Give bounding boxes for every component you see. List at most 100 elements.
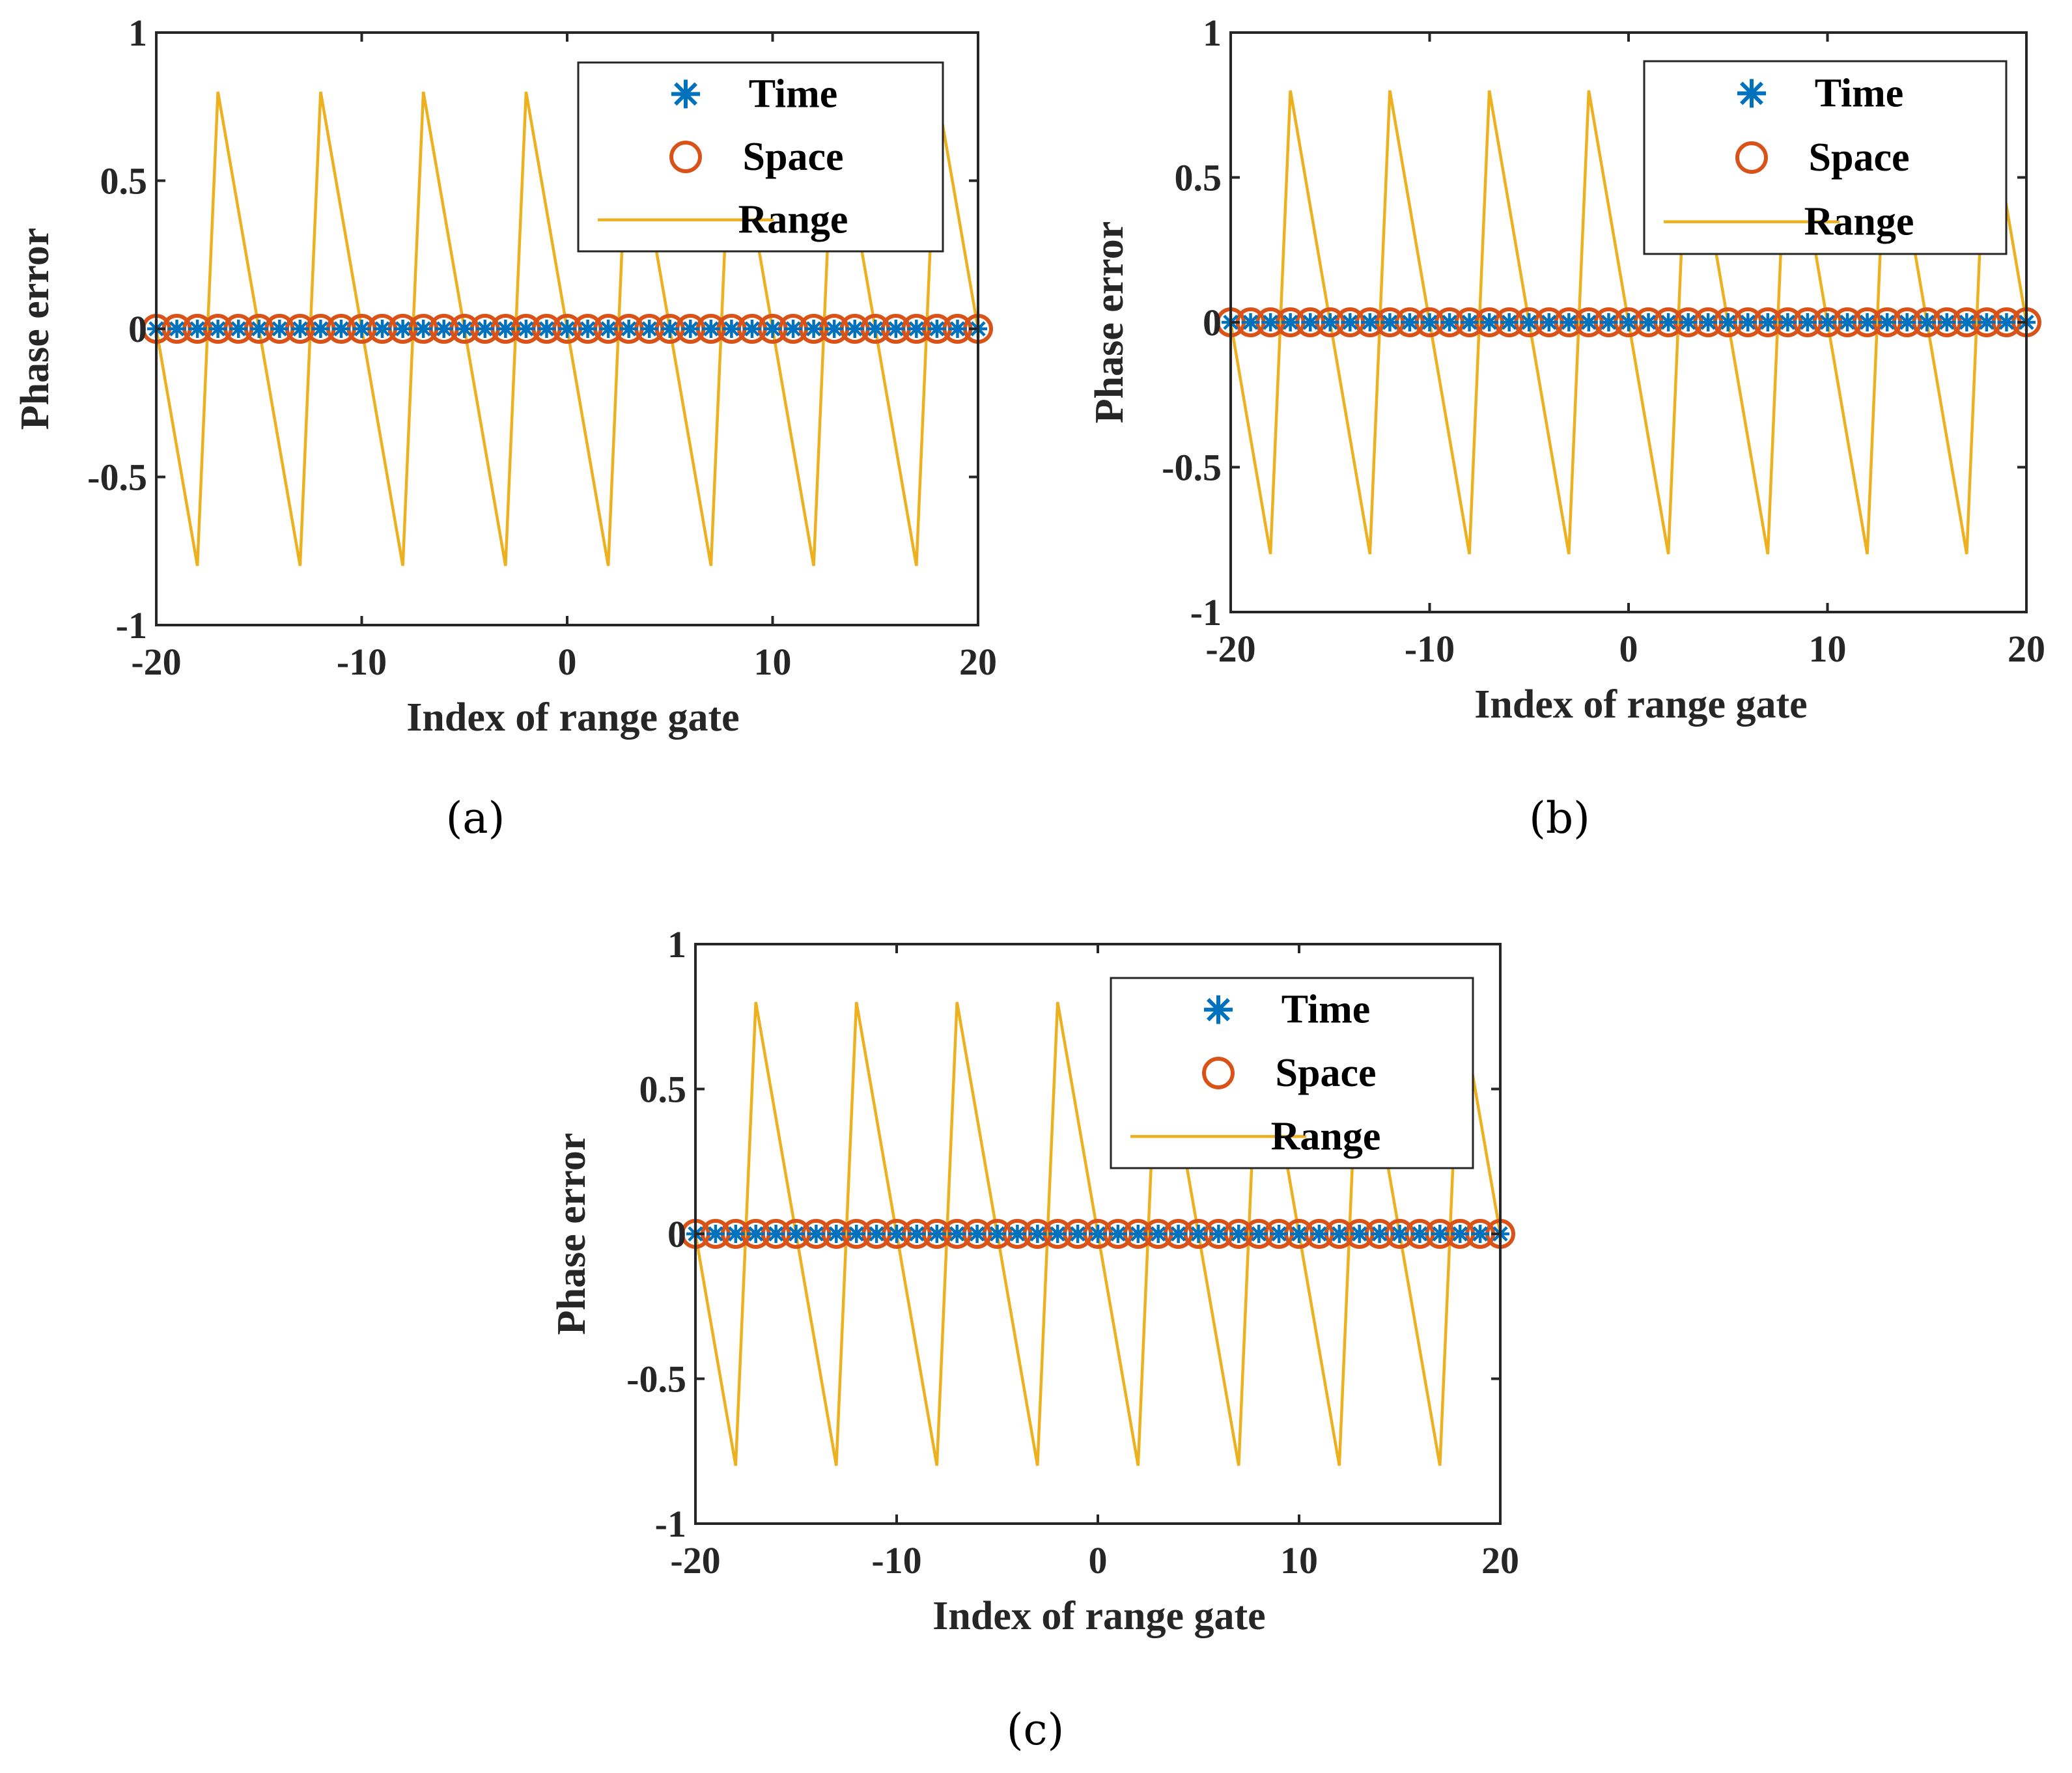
chart-a: -20 -10 0 10 20 -1 -0.5 0 0.5 1 Index of range gat… xyxy=(13,12,997,740)
time-point xyxy=(1639,313,1658,331)
time-point xyxy=(827,1225,846,1243)
y-tick-label: 0 xyxy=(128,308,147,350)
time-point xyxy=(907,320,926,338)
time-point xyxy=(599,320,618,338)
time-point xyxy=(706,1225,725,1243)
time-point xyxy=(825,320,844,338)
time-point xyxy=(1028,1225,1047,1243)
time-point xyxy=(558,320,576,338)
time-point xyxy=(270,320,289,338)
y-tick-label: -0.5 xyxy=(87,456,147,499)
time-point xyxy=(845,320,864,338)
time-point xyxy=(1261,313,1280,331)
time-point xyxy=(1798,313,1817,331)
time-point xyxy=(787,1225,805,1243)
time-point xyxy=(1390,1225,1409,1243)
x-tick-label: -10 xyxy=(337,641,387,683)
time-point xyxy=(804,320,823,338)
time-point xyxy=(1250,1225,1268,1243)
time-point xyxy=(1420,313,1439,331)
x-tick-label: -20 xyxy=(1205,628,1255,670)
time-point xyxy=(1321,313,1339,331)
time-point xyxy=(1370,1225,1389,1243)
time-point xyxy=(907,1225,926,1243)
legend-space-icon xyxy=(1202,1057,1235,1089)
time-point xyxy=(1169,1225,1188,1243)
legend: Time Space Range xyxy=(1643,60,2008,255)
time-point xyxy=(867,1225,886,1243)
y-axis-label: Phase error xyxy=(550,1133,594,1335)
time-point xyxy=(188,320,207,338)
x-tick-label: 10 xyxy=(754,641,792,683)
chart-b: -20 -10 0 10 20 -1 -0.5 0 0.5 1 Index of range gat… xyxy=(1087,12,2045,727)
time-point xyxy=(352,320,371,338)
time-point xyxy=(249,320,268,338)
time-point xyxy=(229,320,248,338)
time-point xyxy=(434,320,453,338)
x-tick-label: 0 xyxy=(1619,628,1638,670)
time-point xyxy=(1619,313,1638,331)
x-axis-label: Index of range gate xyxy=(1474,682,1807,727)
legend-label-time: Time xyxy=(1281,988,1371,1032)
time-series xyxy=(147,320,987,338)
time-point xyxy=(927,1225,946,1243)
x-tick-label: 0 xyxy=(558,641,577,683)
time-point xyxy=(1069,1225,1087,1243)
time-point xyxy=(537,320,556,338)
time-point xyxy=(1400,313,1419,331)
legend-label-range: Range xyxy=(1271,1114,1381,1158)
time-point xyxy=(1301,313,1320,331)
time-point xyxy=(1281,313,1300,331)
time-point xyxy=(1897,313,1916,331)
time-point xyxy=(373,320,392,338)
time-point xyxy=(331,320,350,338)
time-point xyxy=(496,320,515,338)
time-point xyxy=(1878,313,1897,331)
time-series xyxy=(686,1225,1509,1243)
time-point xyxy=(1500,313,1519,331)
time-point xyxy=(988,1225,1007,1243)
time-point xyxy=(1699,313,1718,331)
time-point xyxy=(1440,313,1459,331)
x-tick-label: -10 xyxy=(871,1539,921,1582)
y-tick-label: -1 xyxy=(116,604,147,647)
time-point xyxy=(1977,313,1996,331)
time-point xyxy=(866,320,885,338)
x-tick-label: 10 xyxy=(1280,1539,1318,1582)
time-point xyxy=(1480,313,1499,331)
time-point xyxy=(208,320,227,338)
time-point xyxy=(1937,313,1956,331)
legend-label-time: Time xyxy=(749,72,838,116)
time-point xyxy=(1229,1225,1248,1243)
time-point xyxy=(1659,313,1678,331)
y-axis-label: Phase error xyxy=(1087,221,1132,423)
y-tick-label: -0.5 xyxy=(626,1358,686,1401)
time-point xyxy=(1818,313,1837,331)
time-point xyxy=(1758,313,1777,331)
y-tick-label: 0.5 xyxy=(639,1068,687,1111)
time-point xyxy=(1189,1225,1208,1243)
time-point xyxy=(1410,1225,1429,1243)
time-point xyxy=(927,320,946,338)
time-point xyxy=(1471,1225,1490,1243)
y-tick-label: 1 xyxy=(1203,12,1222,54)
x-axis-label: Index of range gate xyxy=(932,1594,1265,1638)
time-point xyxy=(1679,313,1698,331)
time-point xyxy=(726,1225,745,1243)
legend-time-icon xyxy=(1737,79,1766,108)
time-point xyxy=(947,1225,966,1243)
time-point xyxy=(1330,1225,1349,1243)
time-point xyxy=(516,320,535,338)
x-axis-label: Index of range gate xyxy=(406,695,739,740)
time-point xyxy=(1048,1225,1067,1243)
y-axis-label: Phase error xyxy=(13,228,57,430)
legend-time-icon xyxy=(1204,995,1233,1024)
legend-space-icon xyxy=(669,141,702,173)
x-tick-label: 0 xyxy=(1089,1539,1108,1582)
y-tick-label: 0.5 xyxy=(1175,157,1222,199)
time-point xyxy=(1957,313,1976,331)
time-point xyxy=(1149,1225,1168,1243)
time-point xyxy=(1997,313,2016,331)
time-point xyxy=(1539,313,1558,331)
time-point xyxy=(578,320,597,338)
